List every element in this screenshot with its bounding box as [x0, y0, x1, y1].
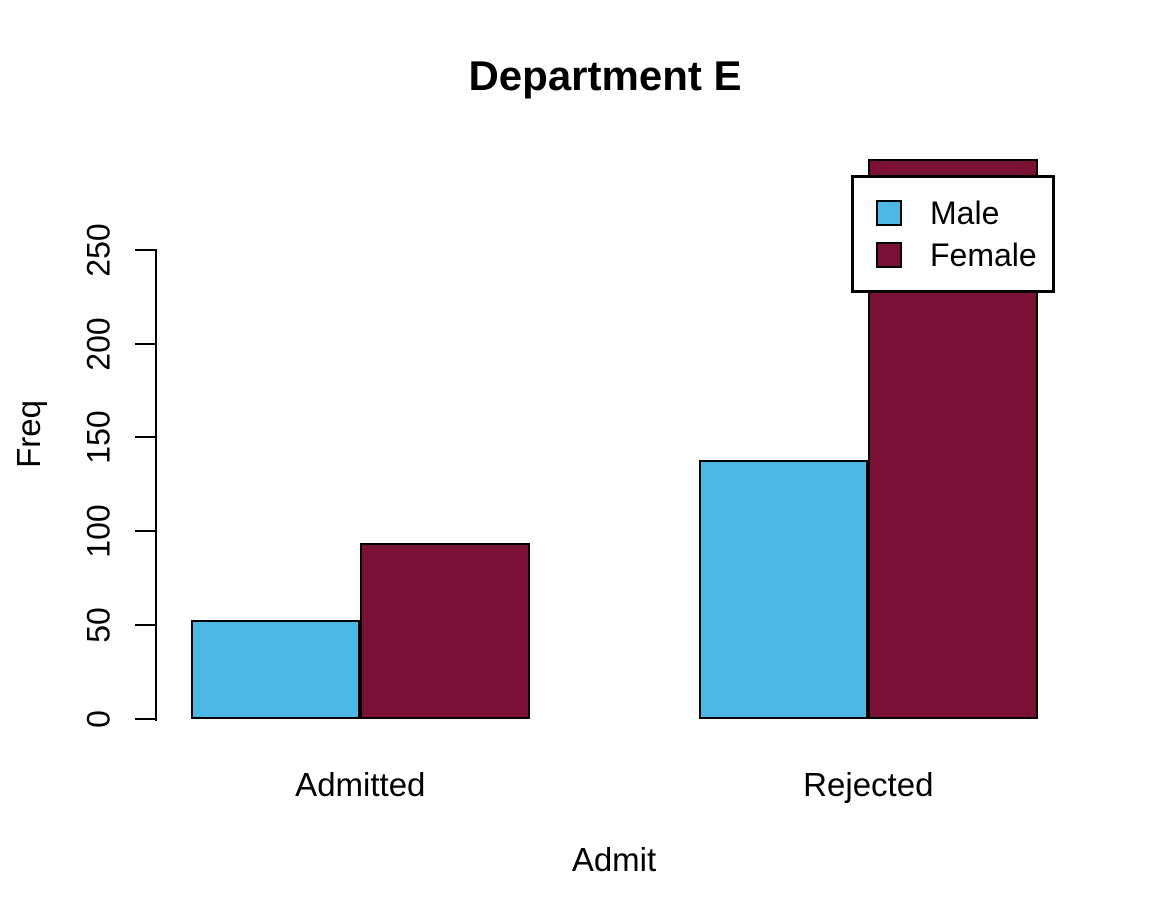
y-tick-label: 50 — [80, 607, 117, 643]
y-tick-mark — [135, 530, 155, 533]
bar-rejected-male — [699, 460, 869, 719]
x-category-label-admitted: Admitted — [295, 766, 426, 803]
bar-admitted-male — [191, 619, 361, 719]
y-tick-mark — [135, 249, 155, 251]
y-tick-mark — [135, 623, 155, 626]
y-tick-label: 0 — [80, 709, 117, 728]
y-axis-title: Freq — [10, 400, 47, 468]
y-tick-label: 200 — [80, 316, 117, 371]
legend-label-female: Female — [930, 237, 1037, 273]
chart-title: Department E — [468, 52, 742, 99]
legend-label-male: Male — [930, 195, 1000, 231]
legend-box: Male Female — [851, 175, 1055, 293]
y-axis-line — [155, 249, 157, 721]
legend-swatch-female — [876, 242, 902, 268]
legend-row-female: Female — [876, 239, 1052, 271]
legend-row-male: Male — [876, 197, 1052, 229]
bar-admitted-female — [360, 542, 530, 719]
x-axis-title: Admit — [571, 841, 657, 878]
y-tick-mark — [135, 717, 155, 720]
y-tick-label: 150 — [80, 410, 117, 465]
y-tick-label: 100 — [80, 504, 117, 558]
legend-swatch-male — [876, 200, 902, 226]
y-tick-label: 250 — [80, 223, 117, 277]
y-tick-mark — [135, 436, 155, 439]
y-tick-mark — [135, 342, 155, 345]
x-category-label-rejected: Rejected — [803, 766, 934, 803]
